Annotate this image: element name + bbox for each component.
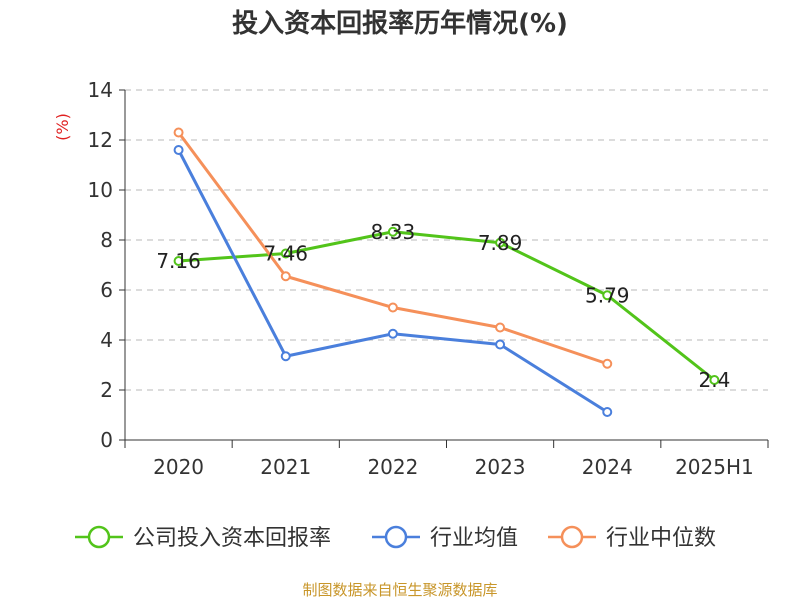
series-point-2 <box>280 271 291 282</box>
series-point-0 <box>387 226 398 237</box>
series-point-1 <box>280 351 291 362</box>
legend-marker-2 <box>560 525 584 549</box>
series-point-0 <box>280 248 291 259</box>
data-label: 7.16 <box>156 249 201 273</box>
legend: 公司投入资本回报率 行业均值 行业中位数 <box>75 525 716 551</box>
x-tick-label: 2023 <box>475 455 526 479</box>
series-point-2 <box>387 302 398 313</box>
series-group <box>173 127 720 417</box>
series-point-2 <box>602 358 613 369</box>
legend-label-0: 公司投入资本回报率 <box>133 526 331 551</box>
data-label: 2.4 <box>699 368 731 392</box>
y-tick-label: 0 <box>100 428 113 452</box>
legend-label-2: 行业中位数 <box>606 526 716 551</box>
data-label: 8.33 <box>371 220 416 244</box>
series-point-0 <box>173 256 184 266</box>
legend-marker-0 <box>87 525 111 549</box>
series-point-1 <box>173 145 184 155</box>
y-tick-label: 10 <box>88 178 113 202</box>
y-tick-labels: 0 2 4 6 8 10 12 14 <box>88 78 113 452</box>
data-label: 5.79 <box>585 283 630 307</box>
chart-title: 投入资本回报率历年情况(%) <box>232 8 568 39</box>
axes <box>119 89 769 448</box>
data-label: 7.89 <box>478 231 523 255</box>
y-tick-label: 12 <box>88 128 113 152</box>
y-tick-label: 6 <box>100 278 113 302</box>
y-tick-label: 4 <box>100 328 113 352</box>
y-tick-label: 2 <box>100 378 113 402</box>
x-tick-labels: 2020 2021 2022 2023 2024 2025H1 <box>153 455 754 479</box>
series-point-2 <box>173 127 184 138</box>
data-labels: 7.16 7.46 8.33 7.89 5.79 2.4 <box>156 220 730 392</box>
series-point-1 <box>602 407 613 417</box>
y-tick-label: 8 <box>100 228 113 252</box>
series-point-0 <box>602 290 613 301</box>
legend-marker-1 <box>384 525 408 549</box>
series-point-2 <box>495 322 506 333</box>
series-line-1 <box>177 148 609 414</box>
series-point-0 <box>495 237 506 248</box>
x-tick-label: 2022 <box>367 455 418 479</box>
x-tick-label: 2021 <box>260 455 311 479</box>
x-tick-label: 2020 <box>153 455 204 479</box>
series-point-1 <box>495 339 506 350</box>
source-note: 制图数据来自恒生聚源数据库 <box>302 581 497 599</box>
y-tick-label: 14 <box>88 78 113 102</box>
x-tick-label: 2024 <box>582 455 633 479</box>
series-point-1 <box>387 328 398 339</box>
series-point-0 <box>709 375 720 385</box>
x-tick-label: 2025H1 <box>675 455 754 479</box>
data-label: 7.46 <box>263 242 308 266</box>
y-axis-label: (%) <box>53 113 72 141</box>
legend-label-1: 行业均值 <box>430 526 518 551</box>
